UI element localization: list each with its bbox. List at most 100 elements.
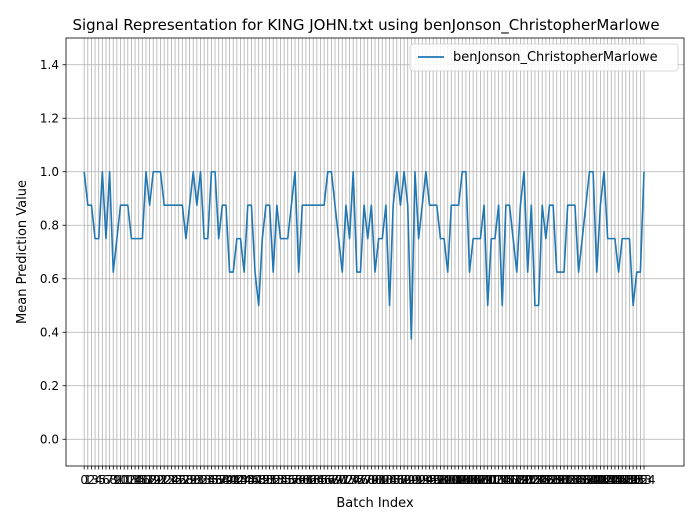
- x-tick-label: 139: [578, 473, 601, 487]
- x-tick-label: 121: [513, 473, 536, 487]
- x-tick-label: 116: [494, 473, 517, 487]
- x-tick-label: 63: [306, 473, 321, 487]
- x-tick-label: 140: [582, 473, 605, 487]
- x-tick-label: 67: [320, 473, 335, 487]
- x-tick-label: 129: [542, 473, 565, 487]
- x-tick-label: 70: [331, 473, 346, 487]
- x-tick-label: 113: [484, 473, 507, 487]
- x-tick-label: 122: [516, 473, 539, 487]
- x-tick-label: 90: [404, 473, 419, 487]
- x-axis-ticks: 0123456789101112131415161718192021222324…: [80, 466, 655, 487]
- x-tick-label: 39: [218, 473, 233, 487]
- series-line-benjonson-christophermarlowe: [83, 170, 645, 340]
- x-tick-label: 98: [433, 473, 448, 487]
- x-tick-label: 18: [142, 473, 157, 487]
- x-tick-label: 127: [534, 473, 557, 487]
- x-tick-label: 84: [382, 473, 397, 487]
- x-tick-label: 32: [193, 473, 208, 487]
- x-tick-label: 78: [360, 473, 375, 487]
- y-tick-label: 1.0: [40, 165, 59, 179]
- x-tick-label: 147: [607, 473, 630, 487]
- x-tick-label: 3: [91, 473, 99, 487]
- x-tick-label: 128: [538, 473, 561, 487]
- x-tick-label: 85: [386, 473, 401, 487]
- x-tick-label: 93: [415, 473, 430, 487]
- x-tick-label: 47: [247, 473, 262, 487]
- x-tick-label: 42: [229, 473, 244, 487]
- x-tick-label: 49: [255, 473, 270, 487]
- x-tick-label: 120: [509, 473, 532, 487]
- x-tick-label: 145: [600, 473, 623, 487]
- x-tick-label: 53: [269, 473, 284, 487]
- x-tick-label: 96: [426, 473, 441, 487]
- x-tick-label: 114: [487, 473, 510, 487]
- x-tick-label: 58: [287, 473, 302, 487]
- x-tick-label: 107: [462, 473, 485, 487]
- x-tick-label: 138: [574, 473, 597, 487]
- x-tick-label: 21: [153, 473, 168, 487]
- x-tick-label: 65: [313, 473, 328, 487]
- x-tick-label: 72: [338, 473, 353, 487]
- x-tick-label: 19: [146, 473, 161, 487]
- x-tick-label: 87: [393, 473, 408, 487]
- x-tick-label: 115: [491, 473, 514, 487]
- x-tick-label: 48: [251, 473, 266, 487]
- chart-title: Signal Representation for KING JOHN.txt …: [72, 16, 659, 35]
- x-tick-label: 37: [211, 473, 226, 487]
- x-tick-label: 22: [157, 473, 172, 487]
- x-tick-label: 81: [371, 473, 386, 487]
- x-tick-label: 152: [625, 473, 648, 487]
- x-tick-label: 66: [316, 473, 331, 487]
- x-tick-label: 59: [291, 473, 306, 487]
- x-tick-label: 76: [353, 473, 368, 487]
- x-tick-label: 83: [378, 473, 393, 487]
- x-tick-label: 5: [99, 473, 107, 487]
- x-tick-label: 73: [342, 473, 357, 487]
- x-tick-label: 34: [200, 473, 215, 487]
- x-tick-label: 2: [88, 473, 96, 487]
- x-tick-label: 153: [629, 473, 652, 487]
- x-tick-label: 9: [113, 473, 121, 487]
- x-tick-label: 136: [567, 473, 590, 487]
- y-tick-label: 1.2: [40, 111, 59, 125]
- x-tick-label: 94: [418, 473, 433, 487]
- x-tick-label: 101: [440, 473, 463, 487]
- x-tick-label: 99: [436, 473, 451, 487]
- x-tick-label: 14: [127, 473, 142, 487]
- x-tick-label: 1: [84, 473, 92, 487]
- x-tick-label: 102: [444, 473, 467, 487]
- x-tick-label: 71: [335, 473, 350, 487]
- x-tick-label: 31: [189, 473, 204, 487]
- x-tick-label: 154: [633, 473, 656, 487]
- x-tick-label: 57: [284, 473, 299, 487]
- x-tick-label: 45: [240, 473, 255, 487]
- x-tick-label: 86: [389, 473, 404, 487]
- x-tick-label: 41: [226, 473, 241, 487]
- x-tick-label: 79: [364, 473, 379, 487]
- grid: [66, 38, 684, 466]
- x-tick-label: 25: [167, 473, 182, 487]
- x-tick-label: 69: [327, 473, 342, 487]
- x-tick-label: 89: [400, 473, 415, 487]
- x-tick-label: 108: [465, 473, 488, 487]
- y-axis-label: Mean Prediction Value: [15, 180, 30, 324]
- y-tick-label: 0.4: [40, 325, 59, 339]
- x-tick-label: 33: [197, 473, 212, 487]
- x-tick-label: 133: [556, 473, 579, 487]
- x-tick-label: 36: [207, 473, 222, 487]
- x-tick-label: 123: [520, 473, 543, 487]
- x-tick-label: 100: [436, 473, 459, 487]
- x-tick-label: 110: [473, 473, 496, 487]
- x-tick-label: 52: [266, 473, 281, 487]
- x-tick-label: 27: [175, 473, 190, 487]
- x-tick-label: 28: [178, 473, 193, 487]
- x-tick-label: 7: [106, 473, 114, 487]
- x-tick-label: 134: [560, 473, 583, 487]
- x-tick-label: 55: [276, 473, 291, 487]
- x-tick-label: 44: [236, 473, 251, 487]
- x-tick-label: 15: [131, 473, 146, 487]
- x-tick-label: 95: [422, 473, 437, 487]
- x-tick-label: 150: [618, 473, 641, 487]
- x-tick-label: 141: [585, 473, 608, 487]
